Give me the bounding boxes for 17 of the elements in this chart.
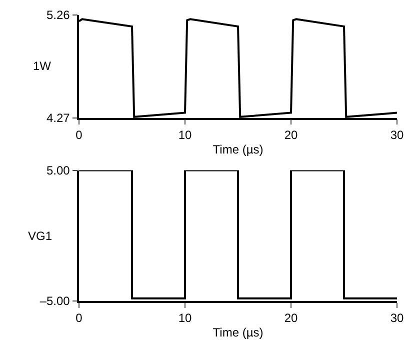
x-tick-label: 30	[390, 311, 404, 326]
x-tick-label: 20	[284, 128, 298, 142]
line-series	[79, 18, 397, 118]
y-tick-label: 5.00	[46, 164, 70, 178]
x-tick-label: 0	[76, 128, 83, 142]
y-tick-label: –5.00	[40, 294, 70, 308]
y-axis-title: 1W	[33, 59, 52, 73]
x-axis-title: Time (µs)	[212, 142, 264, 157]
x-tick-label: 10	[178, 311, 192, 326]
y-tick-label: 5.26	[46, 8, 70, 22]
y-tick-label: 4.27	[46, 111, 70, 126]
x-tick-label: 10	[178, 128, 192, 142]
x-tick-label: 30	[390, 128, 404, 142]
x-tick-label: 20	[284, 311, 298, 326]
y-axis-title: VG1	[28, 229, 52, 243]
x-axis-title: Time (µs)	[212, 326, 264, 340]
x-tick-label: 0	[76, 311, 83, 326]
